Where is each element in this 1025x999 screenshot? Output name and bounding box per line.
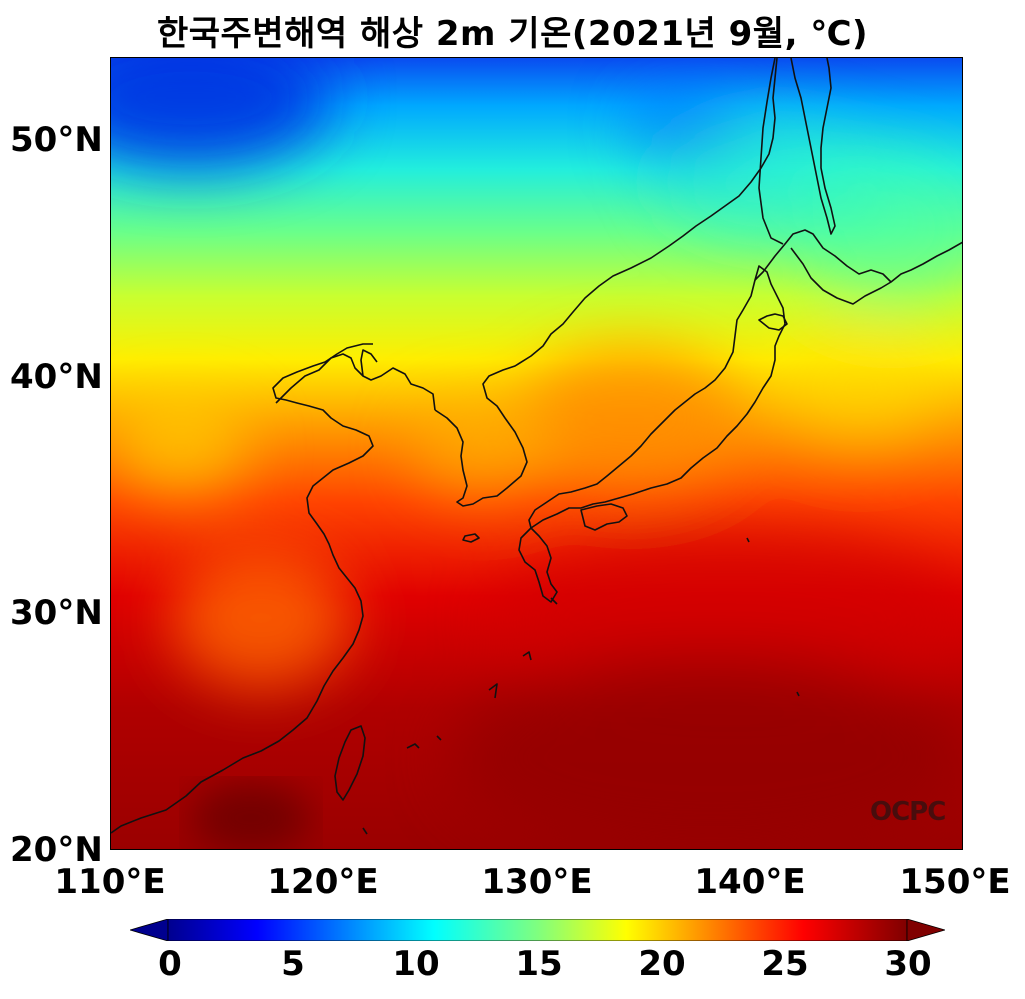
colorbar-max-arrow (906, 919, 945, 941)
colorbar-tick-5: 5 (281, 944, 305, 984)
taiwan (334, 725, 366, 801)
lon-tick-120e: 120°E (267, 862, 379, 902)
colorbar-tick-30: 30 (884, 944, 932, 984)
lat-tick-20n: 20°N (10, 830, 103, 870)
hokkaido-south (758, 313, 788, 331)
temperature-field (111, 58, 962, 849)
warm-core (191, 783, 311, 849)
kuril-islands (890, 241, 962, 283)
lon-tick-140e: 140°E (694, 862, 806, 902)
ryukyu-2 (522, 651, 532, 661)
islands-5 (436, 735, 442, 741)
lon-tick-150e: 150°E (899, 862, 1011, 902)
jeju-island (462, 533, 480, 543)
ryukyu-4 (406, 743, 420, 749)
colorbar-tick-0: 0 (158, 944, 182, 984)
japan-hokkaido (754, 229, 892, 305)
lat-tick-30n: 30°N (10, 593, 103, 633)
japan-honshu (528, 265, 786, 529)
lon-tick-130e: 130°E (481, 862, 593, 902)
coastlines (111, 58, 962, 835)
ocpc-watermark: OCPC (870, 797, 946, 827)
colorbar-gradient (167, 919, 908, 941)
map-title: 한국주변해역 해상 2m 기온(2021년 9월, ℃) (156, 14, 869, 54)
lat-tick-40n: 40°N (10, 357, 103, 397)
japan-shikoku (580, 503, 628, 531)
korea-coast (434, 58, 778, 507)
ryukyu-1 (550, 597, 558, 605)
liaodong-coast (360, 349, 378, 377)
japan-kyushu (518, 527, 558, 603)
bonin-1 (746, 537, 750, 543)
colorbar-min-arrow (130, 919, 169, 941)
colorbar-tick-15: 15 (515, 944, 563, 984)
ryukyu-3 (488, 683, 498, 699)
colorbar-tick-10: 10 (392, 944, 440, 984)
sakhalin (790, 58, 836, 235)
bonin-2 (796, 691, 800, 697)
china-coast (111, 343, 374, 834)
islands-6 (362, 827, 368, 835)
russia-coast (758, 58, 784, 245)
colorbar (130, 919, 945, 941)
lon-tick-110e: 110°E (54, 862, 166, 902)
colorbar-tick-20: 20 (638, 944, 686, 984)
temperature-anomalies (111, 58, 962, 849)
lat-tick-50n: 50°N (10, 120, 103, 160)
colorbar-tick-25: 25 (761, 944, 809, 984)
map-panel (110, 57, 963, 850)
